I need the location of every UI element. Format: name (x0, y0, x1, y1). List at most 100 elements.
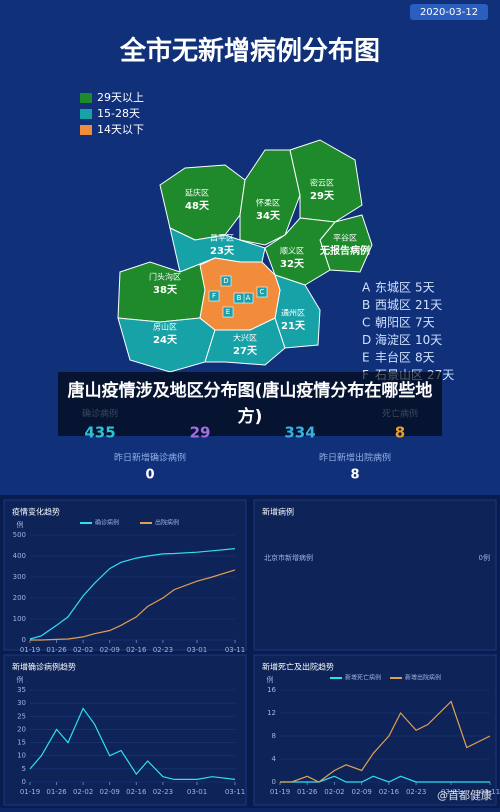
marker-box (256, 286, 268, 298)
district-days: 21天 (281, 320, 306, 332)
x-tick-label: 01-19 (20, 788, 40, 796)
district-name: 门头沟区 (149, 272, 181, 282)
stat-value: 29 (190, 424, 211, 442)
x-tick-label: 03-01 (187, 788, 207, 796)
series-line (30, 569, 236, 641)
list-days: 21天 (415, 298, 442, 312)
marker-letter: B (237, 294, 242, 302)
stat-value: 435 (84, 424, 115, 442)
list-name: 西城区 (375, 298, 411, 312)
x-tick-label: 02-09 (100, 646, 120, 654)
y-tick-label: 400 (13, 552, 26, 560)
x-tick-label: 02-23 (153, 646, 173, 654)
y-tick-label: 0 (22, 636, 26, 644)
x-tick-label: 02-16 (126, 788, 147, 796)
x-tick-label: 03-01 (441, 788, 461, 796)
marker-box (220, 275, 232, 287)
district-name: 延庆区 (185, 188, 209, 198)
district-days: 24天 (153, 334, 178, 346)
x-tick-label: 02-16 (126, 646, 147, 654)
y-tick-label: 100 (13, 615, 26, 623)
district-name: 密云区 (310, 178, 334, 188)
list-letter: D (362, 333, 371, 347)
marker-letter: C (260, 288, 265, 296)
y-tick-label: 12 (267, 709, 276, 717)
x-tick-label: 03-01 (187, 646, 207, 654)
district-days: 29天 (310, 190, 335, 202)
list-days: 5天 (415, 281, 435, 295)
y-unit: 例 (17, 675, 24, 684)
chart-title: 新增死亡及出院趋势 (262, 662, 334, 672)
marker-letter: E (226, 308, 230, 316)
district-name: 顺义区 (280, 247, 304, 256)
list-letter: E (362, 351, 370, 365)
legend-label: 29天以上 (97, 91, 144, 104)
y-tick-label: 10 (17, 752, 26, 760)
list-days: 7天 (415, 316, 435, 330)
map (117, 139, 373, 373)
legend-swatch (80, 109, 92, 119)
caption-wrap: 唐山疫情涉及地区分布图(唐山疫情分布在哪些地方) (68, 381, 433, 427)
caption-box (58, 372, 442, 436)
list-letter: A (362, 281, 371, 295)
x-tick-label: 02-09 (351, 788, 371, 796)
panel (3, 654, 247, 806)
panel-value: 0例 (479, 553, 490, 562)
x-tick-label: 01-19 (20, 646, 40, 654)
list-days: 8天 (415, 351, 435, 365)
district-days: 38天 (153, 284, 178, 296)
y-tick-label: 200 (13, 594, 26, 602)
x-tick-label: 02-16 (379, 788, 400, 796)
x-tick-label: 01-26 (46, 646, 67, 654)
list-name: 丰台区 (375, 350, 411, 365)
x-tick-label: 03-11 (225, 646, 245, 654)
series-line (280, 775, 490, 783)
panel-title: 新增病例 (262, 507, 294, 517)
legend-label: 确诊病例 (95, 519, 119, 527)
x-tick-label: 01-26 (46, 788, 67, 796)
panel (253, 499, 497, 651)
watermark: @首都健康 (437, 788, 492, 802)
district-name: 怀柔区 (256, 198, 280, 208)
legend-label: 14天以下 (97, 123, 144, 136)
district-name: 昌平区 (210, 234, 234, 243)
y-tick-label: 20 (17, 725, 26, 733)
y-unit: 例 (17, 520, 24, 529)
marker-box (222, 306, 234, 318)
list-name: 东城区 (375, 281, 411, 295)
x-tick-label: 02-02 (73, 788, 93, 796)
panel (3, 499, 247, 651)
district-name: 通州区 (281, 308, 305, 318)
marker-letter: A (246, 294, 251, 302)
y-tick-label: 4 (272, 755, 277, 763)
series-line (29, 707, 236, 781)
district-days: 无报告病例 (319, 244, 370, 257)
legend-swatch (80, 93, 92, 103)
stat-label: 昨日新增确诊病例 (114, 452, 186, 464)
date-badge (410, 4, 488, 20)
legend-label: 新增出院病例 (405, 674, 441, 682)
legend-label: 出院病例 (155, 519, 179, 527)
district-area (264, 217, 336, 286)
district-name: 房山区 (153, 322, 177, 332)
district-days: 48天 (185, 200, 210, 212)
x-tick-label: 01-19 (270, 788, 290, 796)
district-name: 大兴区 (233, 333, 257, 343)
x-tick-label: 03-11 (225, 788, 245, 796)
chart-title: 疫情变化趋势 (12, 507, 60, 517)
date: 2020-03-12 (420, 7, 478, 18)
marker-box (233, 292, 245, 304)
district-days: 23天 (210, 245, 235, 257)
x-tick-label: 03-11 (480, 788, 500, 796)
list-name: 朝阳区 (375, 316, 411, 330)
stat-value: 0 (145, 468, 154, 483)
district-days: 34天 (256, 210, 281, 222)
x-tick-label: 01-26 (297, 788, 318, 796)
marker-box (208, 290, 220, 302)
stat-label: 昨日新增出院病例 (319, 452, 391, 464)
x-tick-label: 02-23 (153, 788, 173, 796)
x-tick-label: 02-23 (406, 788, 426, 796)
x-tick-label: 02-09 (100, 788, 120, 796)
y-tick-label: 25 (17, 712, 26, 720)
